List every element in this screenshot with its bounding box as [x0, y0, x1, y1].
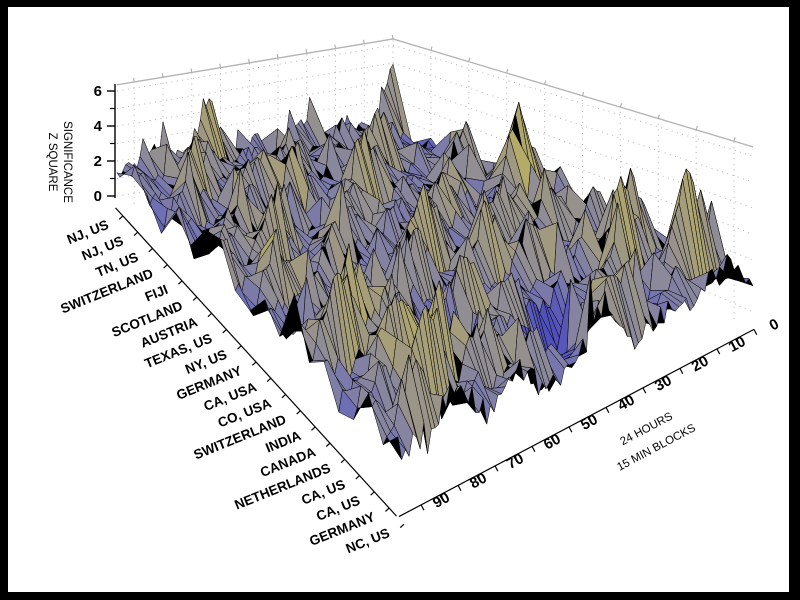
- z-tick-label: 6: [94, 83, 102, 100]
- x-tick-label: 50: [578, 411, 601, 434]
- x-tick-label: 90: [430, 489, 453, 512]
- box-top-edges: [116, 34, 754, 148]
- z-axis-title-line2: Z SQUARE: [46, 133, 58, 192]
- x-tick-label: 70: [504, 450, 527, 473]
- z-tick-label: 0: [94, 188, 102, 205]
- x-tick-label: 80: [467, 470, 490, 493]
- z-axis: 0 2 4 6: [94, 83, 116, 205]
- x-tick-label: 40: [615, 392, 638, 415]
- z-axis-title-line1: SIGNIFICANCE: [61, 121, 73, 203]
- x-tick-label: 20: [689, 353, 712, 376]
- x-tick-label: 30: [652, 372, 675, 395]
- z-tick-label: 4: [94, 118, 103, 135]
- x-tick-label: 10: [726, 333, 749, 356]
- surface-mesh: [116, 63, 754, 460]
- z-tick-label: 2: [94, 153, 102, 170]
- x-tick-label: 60: [541, 431, 564, 454]
